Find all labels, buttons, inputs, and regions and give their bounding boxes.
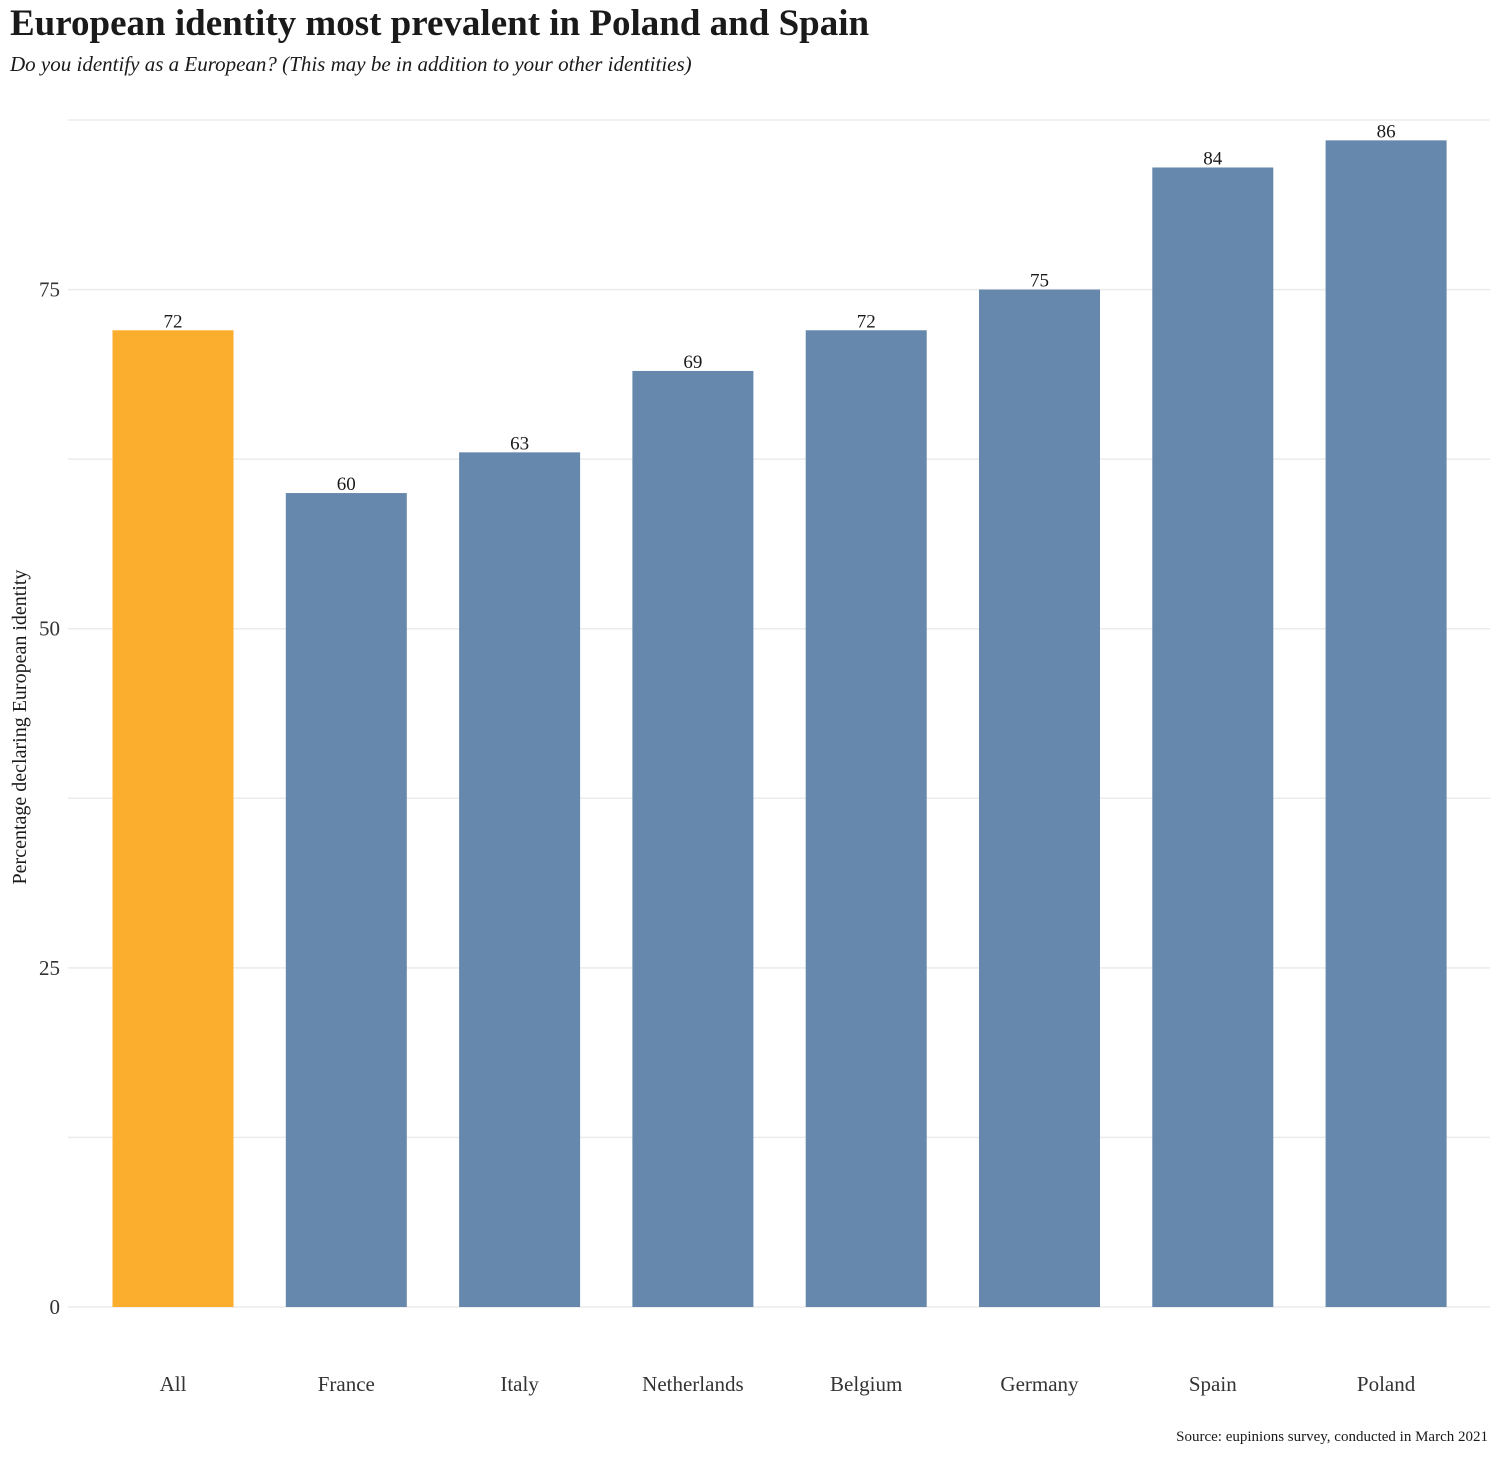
bar-belgium [805,330,927,1308]
x-tick-label-poland: Poland [1357,1372,1416,1396]
value-label-poland: 86 [1377,121,1396,142]
bar-italy [459,452,581,1307]
x-axis-ticks: All France Italy Netherlands Belgium Germany S… [160,1372,1416,1396]
y-axis-ticks: 0 25 50 75 [39,278,60,1319]
grid-lines [68,119,1490,1308]
chart-subtitle: Do you identify as a European? (This may… [10,52,692,76]
value-label-belgium: 72 [857,311,876,332]
value-label-spain: 84 [1203,148,1223,169]
value-label-france: 60 [337,474,356,495]
x-tick-label-germany: Germany [1000,1372,1079,1396]
bar-netherlands [632,370,754,1308]
value-label-all: 72 [164,311,183,332]
chart-source: Source: eupinions survey, conducted in M… [1176,1429,1488,1445]
chart-title: European identity most prevalent in Pola… [10,3,870,44]
x-tick-label-italy: Italy [500,1372,539,1396]
y-tick-label: 50 [39,617,60,641]
x-tick-label-spain: Spain [1189,1372,1237,1396]
value-labels: 72 60 63 69 72 75 84 86 [164,121,1396,495]
x-tick-label-all: All [160,1372,187,1396]
bar-spain [1152,167,1274,1308]
y-tick-label: 0 [50,1295,61,1319]
bar-all [112,330,234,1308]
x-tick-label-netherlands: Netherlands [642,1372,743,1396]
value-label-italy: 63 [510,433,529,454]
bar-poland [1325,140,1447,1307]
bar-germany [979,289,1100,1308]
value-label-germany: 75 [1030,271,1049,292]
y-tick-label: 75 [39,278,60,302]
y-axis-title: Percentage declaring European identity [9,570,31,885]
value-label-netherlands: 69 [683,352,702,373]
x-tick-label-france: France [318,1372,375,1396]
bar-france [285,493,407,1307]
x-tick-label-belgium: Belgium [830,1372,902,1396]
bars [112,140,1447,1308]
y-tick-label: 25 [39,956,60,980]
